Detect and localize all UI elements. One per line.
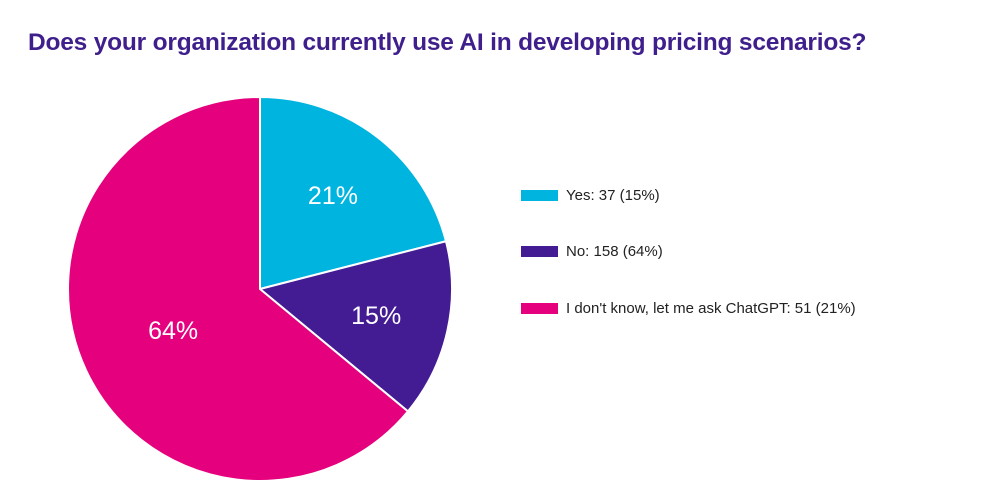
legend-swatch	[521, 302, 558, 314]
slice-label-1: 15%	[351, 302, 401, 330]
pie-slice-2	[67, 95, 410, 482]
pie-slice-0	[259, 95, 448, 291]
legend-swatch	[521, 246, 558, 257]
slice-label-0: 21%	[308, 182, 358, 210]
legend-item-dont-know: I don't know, let me ask ChatGPT: 51 (21…	[521, 297, 856, 319]
legend: Yes: 37 (15%) No: 158 (64%) I don't know…	[521, 184, 856, 354]
slice-label-2: 64%	[148, 317, 198, 345]
chart-title: Does your organization currently use AI …	[28, 29, 867, 56]
legend-item-no: No: 158 (64%)	[521, 241, 856, 263]
legend-swatch	[521, 189, 558, 201]
pie-slice-1	[257, 240, 453, 413]
legend-item-yes: Yes: 37 (15%)	[521, 184, 856, 206]
legend-label: No: 158 (64%)	[566, 243, 663, 260]
legend-label: Yes: 37 (15%)	[566, 186, 660, 204]
legend-label: I don't know, let me ask ChatGPT: 51 (21…	[566, 299, 856, 317]
